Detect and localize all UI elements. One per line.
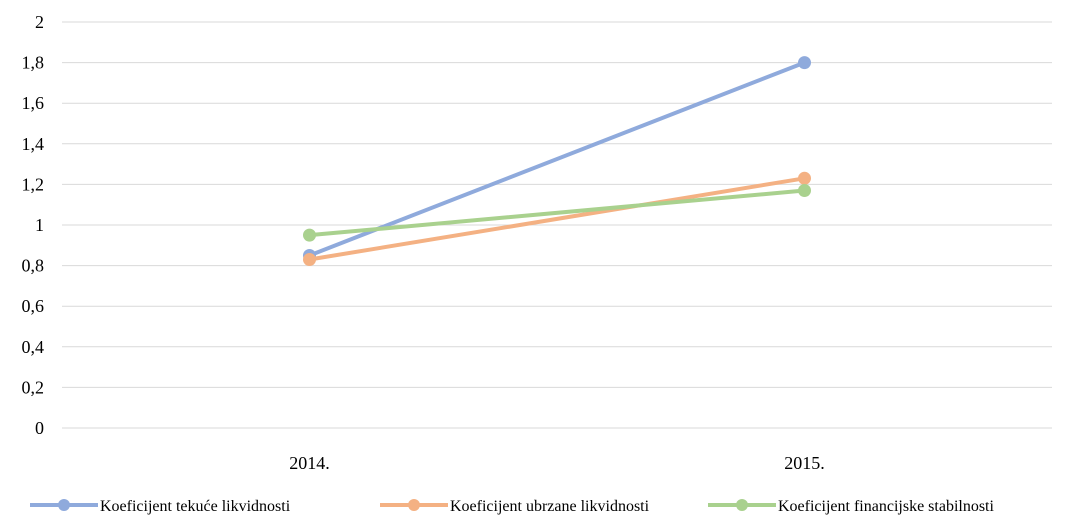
series-line bbox=[307, 60, 807, 258]
data-point bbox=[303, 253, 316, 267]
y-tick-label: 1 bbox=[35, 215, 44, 235]
legend-label: Koeficijent tekuće likvidnosti bbox=[100, 498, 291, 515]
series-lines bbox=[303, 56, 811, 267]
y-tick-label: 1,8 bbox=[22, 53, 45, 73]
x-tick-label: 2014. bbox=[289, 453, 330, 473]
y-tick-label: 0 bbox=[35, 418, 44, 438]
y-tick-label: 0,6 bbox=[22, 296, 45, 316]
y-tick-label: 0,2 bbox=[22, 377, 45, 397]
y-tick-label: 1,4 bbox=[22, 134, 45, 154]
series-line bbox=[307, 176, 807, 262]
data-point bbox=[798, 171, 811, 185]
legend-label: Koeficijent financijske stabilnosti bbox=[778, 498, 995, 515]
series-line bbox=[307, 188, 807, 238]
y-tick-label: 0,4 bbox=[22, 337, 45, 357]
y-tick-label: 0,8 bbox=[22, 256, 45, 276]
series-1 bbox=[303, 56, 811, 262]
legend-item: Koeficijent tekuće likvidnosti bbox=[30, 498, 291, 515]
series-3 bbox=[303, 183, 811, 242]
legend-swatch-marker bbox=[736, 499, 748, 511]
x-tick-label: 2015. bbox=[784, 453, 825, 473]
legend-item: Koeficijent ubrzane likvidnosti bbox=[380, 498, 650, 515]
y-tick-label: 1,6 bbox=[22, 93, 45, 113]
legend: Koeficijent tekuće likvidnosti Koeficijen… bbox=[30, 498, 995, 515]
data-point bbox=[303, 228, 316, 242]
y-tick-label: 1,2 bbox=[22, 174, 45, 194]
grid-lines bbox=[62, 21, 1052, 429]
legend-swatch-marker bbox=[408, 499, 420, 511]
legend-swatch-marker bbox=[58, 499, 70, 511]
legend-label: Koeficijent ubrzane likvidnosti bbox=[450, 498, 650, 515]
data-point bbox=[798, 183, 811, 197]
series-2 bbox=[303, 171, 811, 267]
y-axis-tick-labels: 0 0,2 0,4 0,6 0,8 1 1,2 1,4 1,6 1,8 2 bbox=[22, 12, 45, 438]
x-axis-tick-labels: 2014. 2015. bbox=[289, 453, 825, 473]
y-tick-label: 2 bbox=[35, 12, 44, 32]
legend-item: Koeficijent financijske stabilnosti bbox=[708, 498, 995, 515]
data-point bbox=[798, 56, 811, 70]
